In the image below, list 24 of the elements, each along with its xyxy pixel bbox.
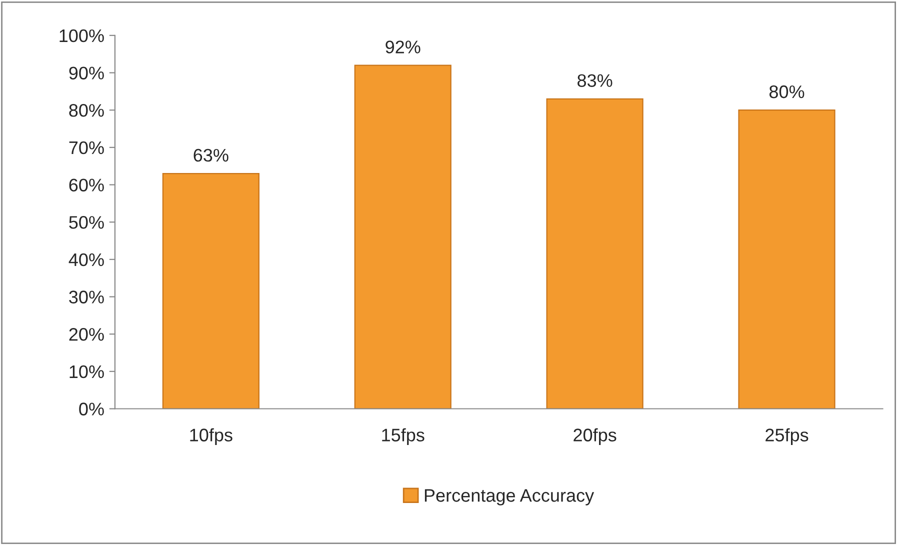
bar: [738, 110, 836, 409]
x-tick-label: 25fps: [766, 428, 808, 446]
y-tick-label: 90%: [69, 66, 104, 80]
y-tick-label: 30%: [69, 290, 104, 304]
legend-label: Percentage Accuracy: [424, 489, 594, 506]
data-label: 92%: [386, 40, 420, 54]
bar: [162, 173, 260, 409]
x-tick-label: 20fps: [574, 428, 616, 446]
data-label: 63%: [194, 148, 228, 162]
y-tick-label: 60%: [69, 178, 104, 192]
data-label: 80%: [769, 85, 804, 98]
y-tick-label: 100%: [60, 29, 104, 42]
y-tick-label: 20%: [69, 328, 104, 341]
y-tick-label: 70%: [69, 141, 104, 154]
y-tick-label: 10%: [70, 365, 104, 378]
bar: [354, 64, 452, 409]
y-tick-label: 80%: [69, 104, 104, 117]
bar: [546, 98, 644, 409]
y-tick-label: 50%: [69, 216, 104, 229]
y-tick-label: 0%: [79, 402, 104, 416]
y-tick-label: 40%: [68, 253, 104, 266]
x-tick-label: 10fps: [190, 428, 232, 446]
x-tick-label: 15fps: [382, 428, 424, 446]
data-label: 83%: [578, 74, 612, 87]
